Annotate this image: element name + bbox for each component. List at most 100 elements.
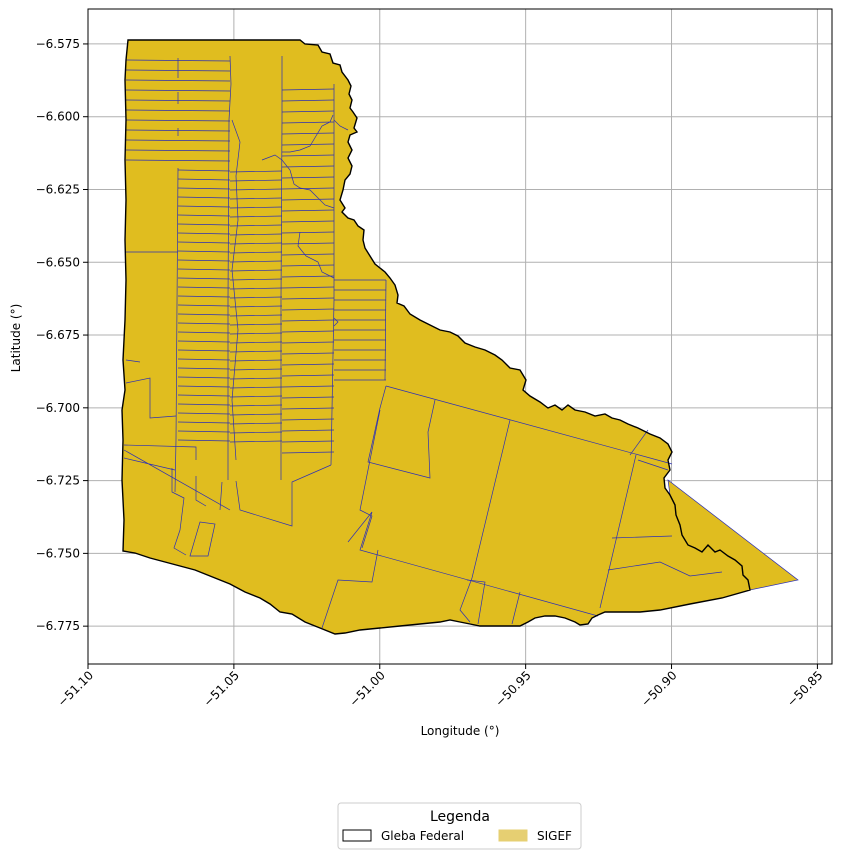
parcel-line-88 (281, 187, 335, 190)
parcel-line-144 (511, 591, 521, 625)
y-tick-label-4: −6.675 (36, 328, 80, 342)
parcel-line-69 (125, 69, 231, 72)
parcel-line-70 (125, 79, 231, 82)
parcel-line-39 (229, 314, 283, 317)
parcel-line-126 (171, 468, 207, 556)
parcel-line-53 (229, 377, 283, 380)
parcel-line-19 (229, 224, 283, 227)
parcel-line-61 (229, 413, 283, 416)
parcel-line-92 (281, 231, 335, 234)
parcel-line-11 (229, 188, 283, 191)
parcel-line-106 (281, 385, 335, 388)
parcel-line-48 (177, 358, 231, 361)
parcel-line-108 (281, 407, 335, 410)
parcel-line-128 (219, 464, 332, 527)
parcel-line-40 (177, 322, 231, 325)
parcel-line-52 (177, 376, 231, 379)
parcel-line-101 (281, 330, 335, 333)
parcel-line-9 (229, 179, 283, 182)
parcel-line-143 (466, 579, 486, 625)
parcel-line-50 (177, 367, 231, 370)
parcel-line-134 (231, 119, 241, 461)
parcel-line-125 (123, 444, 231, 511)
parcel-line-29 (229, 269, 283, 272)
parcel-line-45 (229, 341, 283, 344)
parcel-line-139 (629, 429, 649, 456)
parcel-line-137 (459, 419, 511, 623)
legend: Legenda Gleba Federal SIGEF (337, 802, 582, 850)
parcel-line-57 (229, 395, 283, 398)
parcel-line-78 (125, 159, 231, 162)
parcel-line-140 (359, 409, 381, 549)
parcel-line-66 (177, 439, 231, 442)
parcel-line-81 (281, 110, 335, 113)
parcel-line-55 (229, 386, 283, 389)
legend-swatch-sigef (498, 829, 528, 842)
parcel-line-146 (607, 561, 723, 577)
x-tick-label-2: −51.00 (347, 668, 388, 709)
parcel-line-44 (177, 340, 231, 343)
legend-title: Legenda (430, 809, 490, 825)
parcel-line-109 (281, 418, 335, 421)
parcel-line-99 (281, 308, 335, 311)
sigef-fill (122, 40, 798, 634)
parcel-line-80 (281, 99, 335, 102)
y-axis-ticks: −6.575 −6.600 −6.625 −6.650 −6.675 −6.700 −6.7… (36, 37, 88, 633)
parcel-line-46 (177, 349, 231, 352)
parcel-line-65 (229, 431, 283, 434)
parcel-line-94 (281, 253, 335, 256)
y-tick-label-3: −6.650 (36, 255, 80, 269)
parcel-line-58 (177, 403, 231, 406)
x-axis-label: Longitude (°) (421, 724, 500, 738)
y-tick-label-7: −6.750 (36, 546, 80, 560)
parcel-line-85 (281, 154, 335, 157)
parcel-line-47 (229, 350, 283, 353)
parcel-line-31 (229, 278, 283, 281)
parcel-line-103 (281, 352, 335, 355)
parcel-line-38 (177, 313, 231, 316)
parcel-line-138 (599, 454, 637, 609)
x-tick-label-4: −50.90 (638, 668, 679, 709)
parcel-line-73 (125, 109, 231, 112)
parcel-line-76 (125, 139, 231, 142)
parcel-line-71 (125, 89, 231, 92)
parcel-line-54 (177, 385, 231, 388)
parcel-line-17 (229, 215, 283, 218)
y-tick-label-0: −6.575 (36, 37, 80, 51)
parcel-line-83 (281, 132, 335, 135)
parcel-line-77 (125, 149, 231, 152)
parcel-line-142 (321, 549, 379, 629)
parcel-line-35 (229, 296, 283, 299)
parcel-line-75 (125, 129, 231, 132)
gleba-federal-outline (121, 39, 751, 635)
parcel-line-145 (611, 535, 673, 539)
parcel-line-100 (281, 319, 335, 322)
parcel-line-32 (177, 286, 231, 289)
y-tick-label-6: −6.725 (36, 474, 80, 488)
parcel-line-86 (281, 165, 335, 168)
parcel-line-21 (229, 233, 283, 236)
sigef-parcel-lines (123, 55, 799, 629)
parcel-line-105 (281, 374, 335, 377)
parcel-line-131 (333, 119, 349, 131)
y-tick-label-2: −6.625 (36, 182, 80, 196)
parcel-line-60 (177, 412, 231, 415)
parcel-line-33 (229, 287, 283, 290)
parcel-line-93 (281, 242, 335, 245)
parcel-line-79 (281, 88, 335, 91)
parcel-line-20 (177, 232, 231, 235)
x-tick-label-0: −51.10 (55, 668, 96, 709)
parcel-line-74 (125, 119, 231, 122)
parcel-line-62 (177, 421, 231, 424)
parcel-line-110 (281, 429, 335, 432)
parcel-line-130 (282, 114, 334, 153)
x-tick-label-5: −50.85 (784, 668, 825, 709)
parcel-line-51 (229, 368, 283, 371)
parcel-line-87 (281, 176, 335, 179)
parcel-line-91 (281, 220, 335, 223)
parcel-line-30 (177, 277, 231, 280)
parcel-line-133 (333, 317, 339, 327)
y-tick-label-5: −6.700 (36, 401, 80, 415)
parcel-line-84 (281, 143, 335, 146)
parcel-line-26 (177, 259, 231, 262)
